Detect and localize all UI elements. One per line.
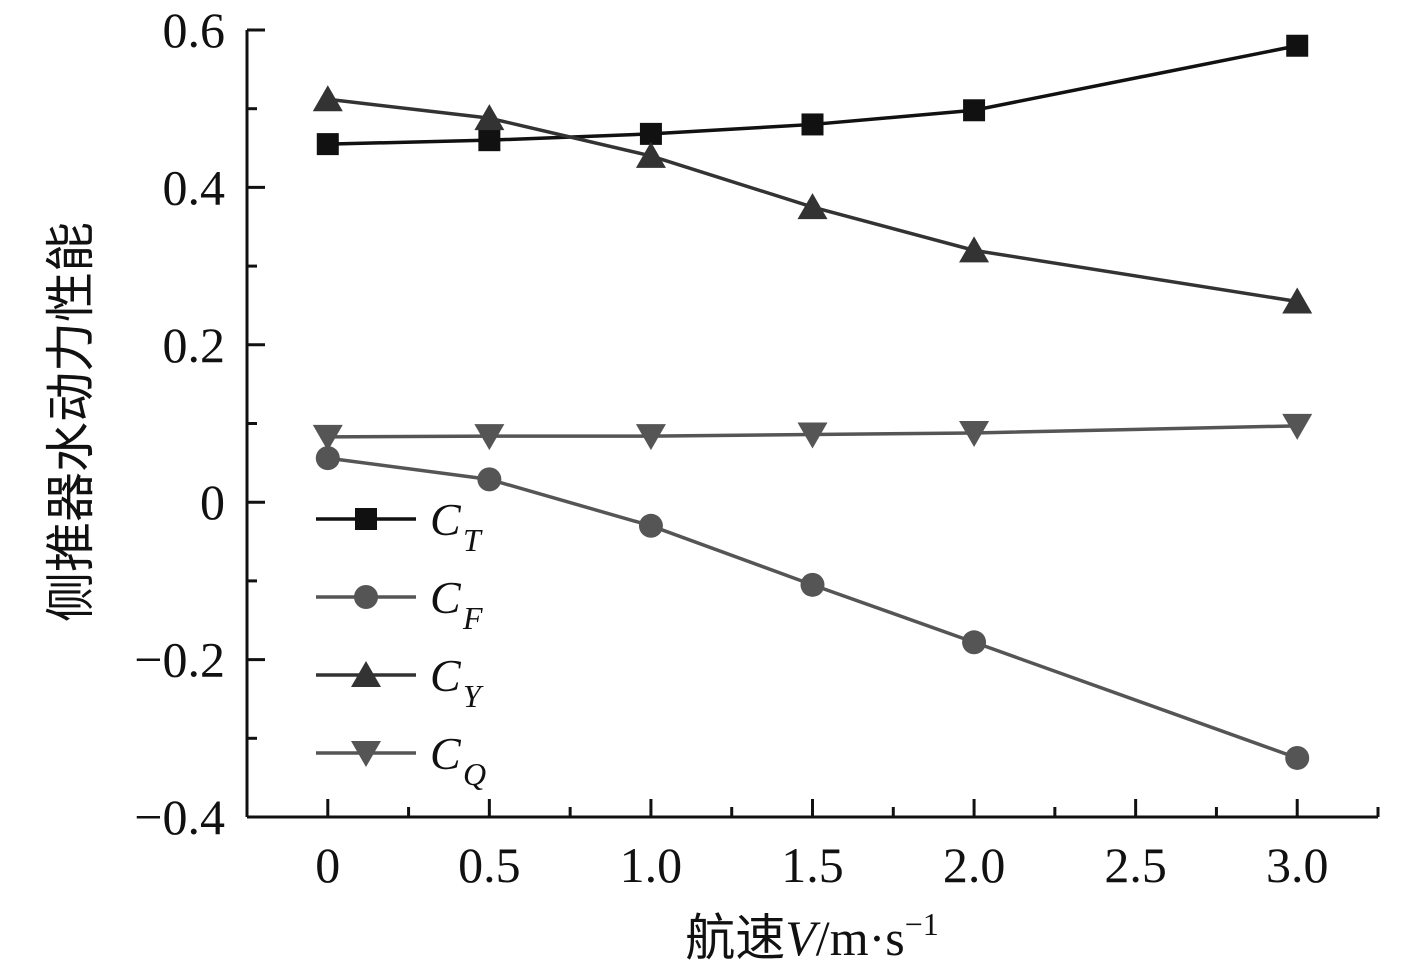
data-point-f [962, 630, 987, 655]
legend-label-subscript: Y [463, 678, 484, 714]
data-point-t [639, 122, 662, 145]
series-y [312, 85, 1313, 314]
legend-label: C [430, 728, 462, 779]
x-tick-label: 3.0 [1266, 837, 1329, 893]
series-f [315, 446, 1310, 770]
series-t [316, 34, 1309, 156]
data-point-f [638, 513, 663, 538]
data-point-t [801, 113, 824, 136]
data-point-q [959, 420, 990, 447]
legend-label: C [430, 572, 462, 623]
series-line-f [327, 456, 1298, 760]
x-axis-title-unit: /m·s [816, 910, 905, 966]
y-tick-label: 0.2 [163, 317, 226, 373]
x-tick-label: 1.5 [781, 837, 844, 893]
data-point-q [635, 424, 666, 451]
x-axis-title-prefix: 航速 [685, 910, 785, 966]
x-tick-label: 2.5 [1104, 837, 1167, 893]
x-tick-label: 0 [315, 837, 340, 893]
data-point-y [1282, 287, 1313, 314]
data-point-f [315, 446, 340, 471]
data-point-y [797, 193, 828, 220]
legend-label-subscript: T [463, 522, 483, 558]
x-axis-title-variable: V [785, 910, 821, 966]
y-tick-label: 0.6 [163, 2, 226, 58]
legend-marker [351, 741, 381, 767]
data-point-t [478, 129, 501, 152]
legend: C TC FC YC Q [316, 494, 486, 792]
y-axis-title: 侧推器水动力性能 [43, 222, 99, 622]
legend-marker [354, 585, 378, 609]
data-point-y [959, 236, 990, 263]
data-point-f [477, 467, 502, 492]
series-line-y [327, 97, 1298, 304]
x-tick-label: 1.0 [620, 837, 683, 893]
series-group [312, 34, 1313, 770]
y-tick-label: 0 [200, 474, 225, 530]
y-tick-label: −0.2 [134, 632, 225, 688]
x-tick-label: 2.0 [943, 837, 1006, 893]
y-tick-label: −0.4 [134, 789, 225, 845]
series-q [312, 413, 1313, 451]
data-point-y [312, 85, 343, 112]
data-point-q [474, 424, 505, 451]
x-axis-title: 航速V/m·s−1 [685, 906, 939, 966]
legend-label: C [430, 650, 462, 701]
data-point-f [800, 572, 825, 597]
data-point-t [1286, 34, 1309, 57]
ticks: −0.4 −0.2 0 0.2 0.4 0.6 0 0.5 1.0 1.5 2.0 2.5 3.0 [134, 2, 1380, 893]
legend-marker [351, 661, 381, 687]
legend-label: C [430, 494, 462, 545]
series-line-t [327, 44, 1298, 146]
legend-marker [355, 508, 377, 530]
legend-label-subscript: F [462, 600, 483, 636]
axis-titles: 航速V/m·s−1 侧推器水动力性能 [43, 222, 939, 966]
data-point-f [1285, 745, 1310, 770]
y-tick-label: 0.4 [163, 159, 226, 215]
data-point-q [312, 424, 343, 451]
data-point-y [635, 141, 666, 168]
series-line-q [327, 424, 1298, 439]
data-point-q [797, 422, 828, 449]
legend-label-subscript: Q [463, 756, 486, 792]
data-point-t [963, 99, 986, 122]
x-tick-label: 0.5 [458, 837, 521, 893]
data-point-y [474, 104, 505, 131]
data-point-t [316, 133, 339, 156]
data-point-q [1282, 413, 1313, 440]
x-axis-title-exponent: −1 [905, 906, 939, 942]
